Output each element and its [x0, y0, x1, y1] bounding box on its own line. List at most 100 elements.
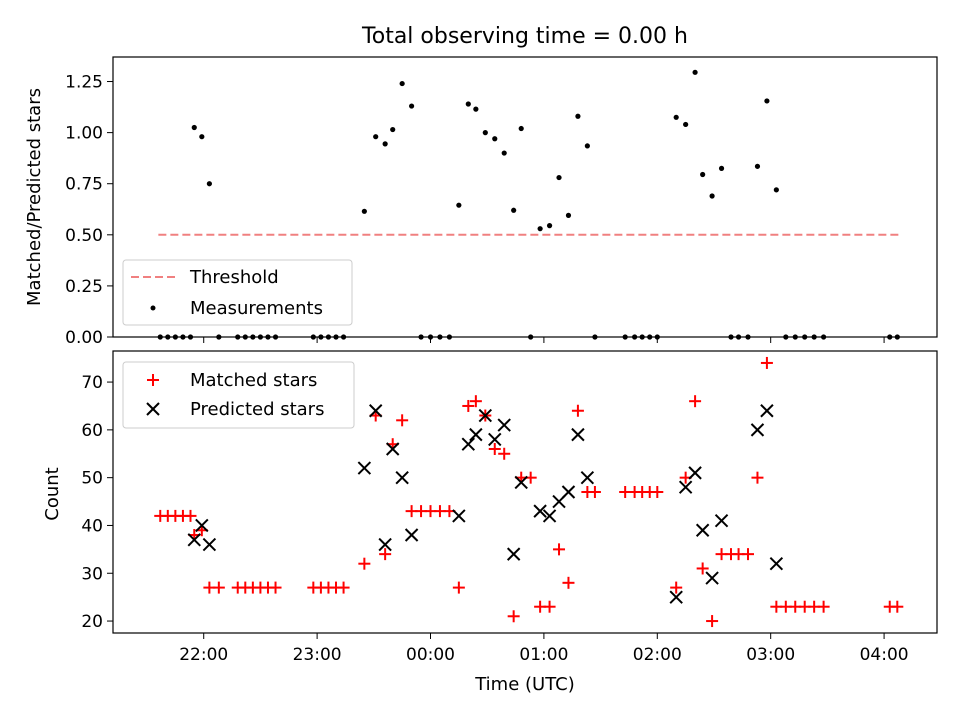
measurement-point — [501, 150, 507, 156]
measurement-point — [518, 125, 524, 132]
top-legend: Threshold Measurements — [122, 259, 353, 326]
predicted-star-marker — [385, 442, 400, 456]
predicted-star-marker — [469, 427, 483, 442]
predicted-star-marker — [478, 408, 493, 423]
predicted-star-marker — [760, 404, 774, 418]
predicted-marker-b — [202, 537, 217, 552]
matched-star-marker — [543, 600, 556, 613]
legend-matched-label: Matched stars — [190, 370, 317, 391]
measurement-point — [700, 171, 706, 178]
top-x-ticks — [203, 337, 885, 343]
top-y-tick-label: 1.25 — [65, 73, 103, 93]
bottom-y-tick-label: 30 — [81, 564, 103, 584]
bottom-y-tick-label: 70 — [81, 373, 103, 393]
matched-star-marker — [751, 471, 764, 484]
bottom-x-tick-label: 01:00 — [519, 645, 568, 665]
matched-star-marker — [760, 356, 773, 369]
bottom-plot-marks — [154, 356, 904, 628]
measurement-point — [473, 106, 479, 112]
top-y-ticks: 0.00 0.25 0.50 0.75 1.00 1.25 — [65, 73, 113, 348]
bottom-y-tick-label: 40 — [81, 516, 103, 536]
predicted-marker-b — [187, 533, 201, 547]
top-y-tick-label: 0.00 — [65, 328, 103, 348]
measurement-point — [206, 181, 212, 187]
predicted-star-marker — [688, 466, 702, 480]
predicted-marker-b — [461, 437, 476, 451]
predicted-star-marker — [514, 475, 528, 490]
bottom-x-tick-label: 23:00 — [293, 645, 342, 665]
measurement-point — [373, 134, 379, 140]
predicted-marker-b — [378, 537, 392, 552]
measurement-point — [511, 207, 517, 213]
predicted-star-marker — [714, 513, 729, 528]
predicted-marker-b — [561, 485, 576, 499]
matched-star-marker — [488, 442, 501, 455]
matched-star-marker — [498, 447, 511, 460]
bottom-x-tick-label: 03:00 — [746, 645, 795, 665]
predicted-star-marker — [404, 528, 419, 542]
matched-star-marker — [462, 399, 475, 412]
predicted-star-marker — [187, 533, 201, 547]
predicted-star-marker — [202, 537, 217, 552]
top-y-tick-label: 0.50 — [65, 226, 103, 246]
measurement-point — [773, 187, 779, 193]
matched-star-marker — [379, 548, 392, 561]
measurement-point — [692, 69, 698, 75]
measurement-point — [556, 174, 562, 181]
predicted-star-marker — [368, 404, 383, 418]
legend-measurements-label: Measurements — [190, 298, 323, 319]
legend-matched-swatch — [147, 374, 159, 386]
top-plot-marks — [157, 69, 900, 340]
bottom-legend: Matched stars Predicted stars — [122, 361, 355, 429]
predicted-marker-b — [580, 470, 595, 485]
matched-star-marker — [358, 557, 371, 570]
predicted-star-marker — [378, 537, 392, 552]
predicted-star-marker — [497, 418, 511, 432]
predicted-star-marker — [357, 461, 372, 475]
matched-star-marker — [269, 581, 282, 594]
predicted-marker-b — [695, 523, 710, 537]
predicted-marker-b — [357, 461, 372, 475]
measurement-point — [456, 202, 462, 208]
predicted-marker-b — [669, 590, 683, 604]
predicted-marker-b — [688, 466, 702, 480]
matched-star-marker — [337, 581, 350, 594]
measurement-point — [482, 130, 488, 136]
matched-star-marker — [742, 548, 755, 561]
measurement-point — [492, 136, 498, 142]
measurement-point — [565, 212, 572, 218]
predicted-star-marker — [195, 518, 209, 533]
bottom-x-tick-label: 22:00 — [179, 645, 228, 665]
predicted-marker-b — [497, 418, 511, 432]
predicted-star-marker — [750, 423, 765, 437]
measurement-point — [537, 226, 543, 232]
measurement-point — [361, 208, 367, 214]
predicted-marker-b — [571, 427, 585, 442]
predicted-marker-b — [195, 518, 209, 533]
measurement-point — [683, 121, 689, 128]
predicted-star-marker — [571, 427, 585, 442]
measurement-point — [382, 141, 388, 147]
measurement-point — [584, 143, 590, 149]
matched-star-marker — [452, 581, 465, 594]
measurement-point — [718, 165, 725, 171]
predicted-star-marker — [488, 432, 502, 447]
bottom-y-axis-label: Count — [42, 467, 63, 520]
predicted-star-marker — [678, 480, 693, 494]
bottom-x-tick-label: 04:00 — [860, 645, 909, 665]
measurement-point — [199, 134, 205, 140]
predicted-star-marker — [580, 470, 595, 485]
matched-star-marker — [469, 395, 482, 408]
measurement-point — [399, 80, 405, 87]
top-y-tick-label: 0.75 — [65, 175, 103, 195]
bottom-y-tick-label: 50 — [81, 469, 103, 489]
matched-star-marker — [689, 395, 702, 408]
matched-star-marker — [396, 414, 409, 427]
predicted-marker-b — [750, 423, 765, 437]
top-y-tick-label: 1.00 — [65, 124, 103, 144]
measurement-point — [546, 223, 553, 229]
predicted-marker-b — [769, 556, 784, 571]
predicted-star-marker — [669, 590, 683, 604]
bottom-y-ticks: 20 30 40 50 60 70 — [81, 373, 113, 632]
measurement-point — [191, 124, 197, 131]
